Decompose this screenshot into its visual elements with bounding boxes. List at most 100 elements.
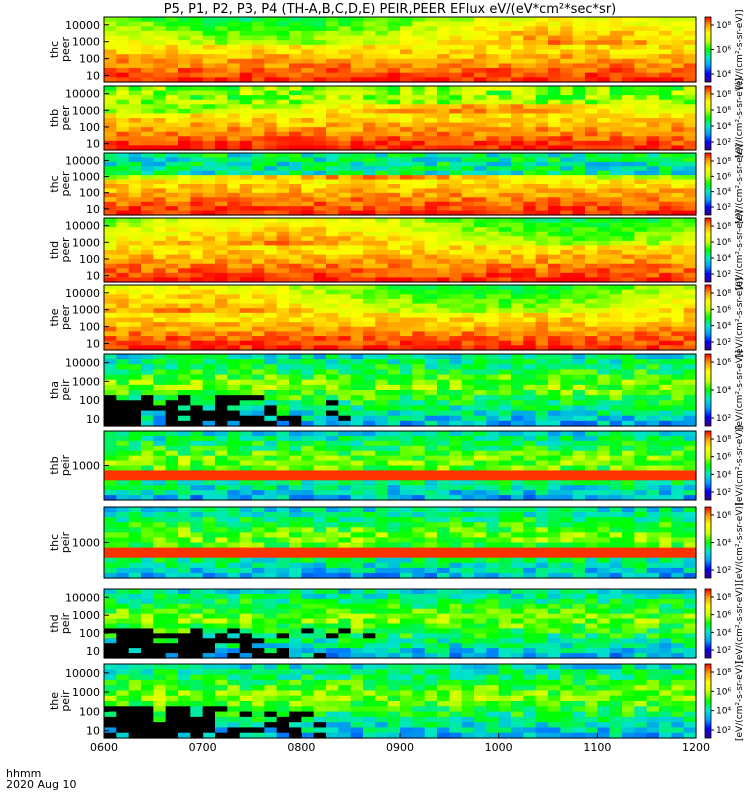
heatmap-cell (104, 317, 117, 323)
heatmap-cell (560, 455, 574, 462)
heatmap-cell (498, 465, 512, 472)
heatmap-cell (338, 227, 352, 233)
heatmap-cell (178, 140, 191, 147)
heatmap-cell (548, 317, 561, 323)
heatmap-cell (585, 201, 598, 207)
heatmap-cell (659, 21, 672, 27)
heatmap-cell (387, 440, 401, 447)
heatmap-cell (227, 184, 241, 190)
heatmap-cell (313, 336, 327, 342)
heatmap-cell (289, 170, 302, 176)
heatmap-cell (400, 210, 413, 216)
heatmap-cell (326, 308, 339, 314)
heatmap-cell (474, 131, 487, 137)
heatmap-cell (165, 131, 179, 137)
heatmap-cell (363, 113, 376, 119)
heatmap-cell (326, 317, 339, 323)
heatmap-cell (215, 440, 228, 447)
heatmap-cell (646, 157, 660, 163)
heatmap-cell (523, 395, 537, 401)
heatmap-cell (128, 21, 142, 27)
heatmap-cell (622, 240, 635, 247)
heatmap-cell (252, 21, 265, 27)
heatmap-cell (141, 192, 154, 198)
heatmap-cell (165, 359, 179, 365)
heatmap-cell (313, 384, 327, 391)
heatmap-cell (338, 127, 352, 133)
heatmap-cell (474, 161, 487, 167)
heatmap-cell (609, 410, 623, 417)
heatmap-cell (646, 236, 660, 242)
heatmap-cell (424, 63, 438, 69)
heatmap-cell (412, 303, 426, 309)
colorbar (704, 16, 712, 83)
heatmap-cell (523, 294, 537, 300)
heatmap-cell (276, 445, 290, 452)
heatmap-cell (449, 140, 463, 147)
heatmap-cell (683, 460, 697, 467)
heatmap-cell (535, 400, 549, 407)
heatmap-cell (239, 77, 253, 83)
heatmap-cell (560, 445, 574, 452)
heatmap-cell (449, 17, 463, 23)
heatmap-cell (634, 485, 648, 491)
heatmap-cell (683, 192, 697, 198)
heatmap-cell (585, 435, 598, 442)
heatmap-cell (486, 161, 500, 167)
heatmap-cell (289, 68, 302, 74)
heatmap-cell (276, 161, 290, 167)
heatmap-cell (104, 405, 117, 412)
heatmap-cell (276, 455, 290, 462)
heatmap-cell (461, 431, 475, 437)
heatmap-cell (128, 405, 142, 412)
heatmap-cell (400, 136, 413, 142)
heatmap-cell (289, 218, 302, 224)
heatmap-cell (289, 197, 302, 203)
heatmap-cell (646, 263, 660, 269)
heatmap-cell (227, 512, 241, 518)
heatmap-cell (313, 30, 327, 37)
heatmap-cell (486, 184, 500, 190)
heatmap-cell (535, 153, 549, 159)
heatmap-cell (622, 166, 635, 172)
heatmap-cell (535, 369, 549, 376)
heatmap-cell (622, 184, 635, 190)
heatmap-cell (461, 440, 475, 447)
heatmap-cell (276, 308, 290, 314)
heatmap-cell (646, 72, 660, 78)
heatmap-cell (276, 26, 290, 32)
heatmap-cell (227, 58, 241, 65)
heatmap-cell (572, 72, 586, 78)
heatmap-cell (202, 490, 216, 496)
heatmap-cell (572, 289, 586, 295)
heatmap-cell (560, 118, 574, 124)
heatmap-cell (264, 21, 278, 27)
heatmap-cell (474, 104, 487, 110)
heatmap-cell (474, 95, 487, 101)
heatmap-cell (153, 272, 167, 279)
heatmap-cell (535, 145, 549, 151)
heatmap-cell (634, 227, 648, 233)
heatmap-cell (252, 268, 265, 274)
heatmap-cell (560, 490, 574, 496)
heatmap-cell (153, 326, 167, 333)
colorbar-unit-label: [eV/(cm²-s-sr-eV)] (735, 425, 745, 505)
heatmap-cell (412, 250, 426, 256)
heatmap-cell (289, 140, 302, 147)
heatmap-cell (276, 268, 290, 274)
heatmap-cell (535, 277, 549, 283)
heatmap-cell (239, 127, 253, 133)
heatmap-cell (646, 289, 660, 295)
heatmap-cell (239, 374, 253, 381)
heatmap-cell (350, 405, 364, 412)
heatmap-cell (474, 184, 487, 190)
heatmap-cell (289, 63, 302, 69)
heatmap-cell (215, 184, 228, 190)
heatmap-cell (252, 495, 265, 501)
heatmap-cell (461, 184, 475, 190)
heatmap-cell (412, 210, 426, 216)
heatmap-cell (202, 435, 216, 442)
heatmap-cell (326, 465, 339, 472)
heatmap-cell (264, 40, 278, 46)
heatmap-cell (276, 201, 290, 207)
